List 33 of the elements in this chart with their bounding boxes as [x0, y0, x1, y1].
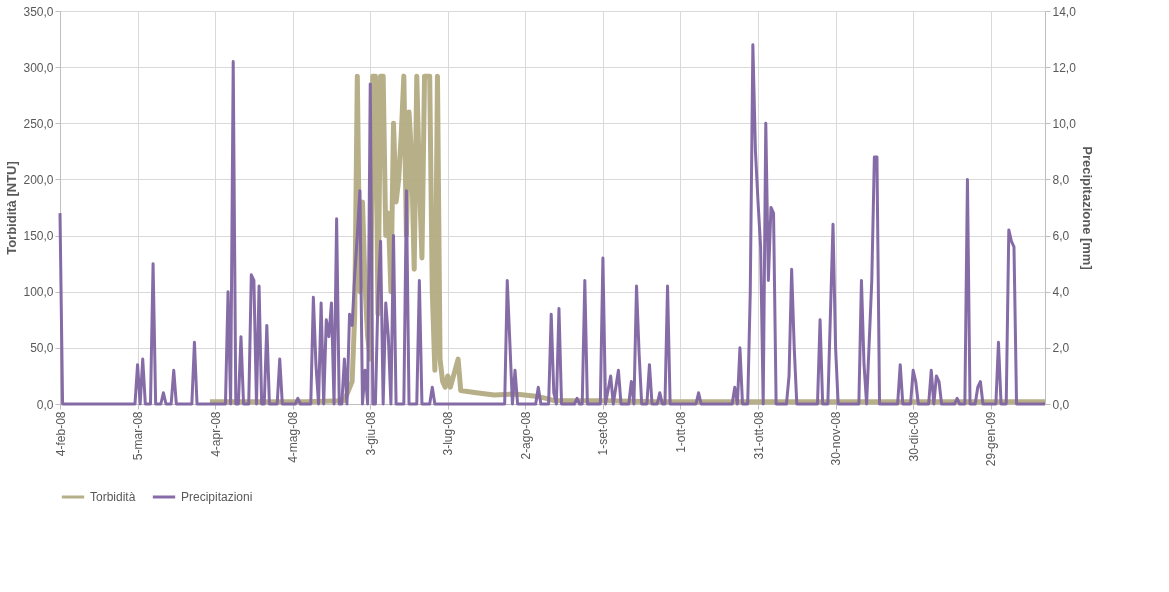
y-tick-label: 250,0 — [23, 116, 54, 131]
y-tick-label: 50,0 — [30, 341, 54, 356]
x-tick-label: 1-set-08 — [596, 411, 611, 456]
x-tick-label: 29-gen-09 — [984, 411, 999, 467]
y2-tick-label: 0,0 — [1052, 397, 1070, 412]
legend-label: Precipitazioni — [181, 490, 253, 504]
y2-tick-label: 10,0 — [1052, 116, 1077, 131]
x-tick-label: 4-feb-08 — [53, 411, 68, 457]
y2-tick-label: 4,0 — [1052, 285, 1070, 300]
y2-tick-label: 14,0 — [1052, 4, 1077, 19]
y2-tick-label: 8,0 — [1052, 172, 1070, 187]
y2-tick-label: 12,0 — [1052, 60, 1077, 75]
x-tick-label: 2-ago-08 — [518, 411, 533, 460]
x-tick-label: 1-ott-08 — [673, 411, 688, 453]
y-tick-label: 300,0 — [23, 60, 54, 75]
x-tick-label: 3-lug-08 — [441, 411, 456, 456]
y-tick-label: 350,0 — [23, 4, 54, 19]
y2-tick-label: 2,0 — [1052, 341, 1070, 356]
x-tick-label: 31-ott-08 — [751, 411, 766, 460]
x-tick-label: 5-mar-08 — [131, 411, 146, 461]
x-tick-label: 3-giu-08 — [363, 411, 378, 456]
x-tick-label: 30-dic-08 — [906, 411, 921, 462]
y-tick-label: 100,0 — [23, 285, 54, 300]
y2-tick-label: 6,0 — [1052, 229, 1070, 244]
y2-axis-title: Precipitazione [mm] — [1079, 146, 1095, 270]
x-tick-label: 4-mag-08 — [286, 411, 301, 463]
x-tick-label: 4-apr-08 — [208, 411, 223, 457]
y-tick-label: 200,0 — [23, 172, 54, 187]
y-tick-label: 150,0 — [23, 229, 54, 244]
x-tick-label: 30-nov-08 — [829, 411, 844, 466]
y-tick-label: 0,0 — [36, 397, 54, 412]
y-axis-title: Torbidità [NTU] — [4, 161, 20, 255]
legend-label: Torbidità — [90, 490, 136, 504]
